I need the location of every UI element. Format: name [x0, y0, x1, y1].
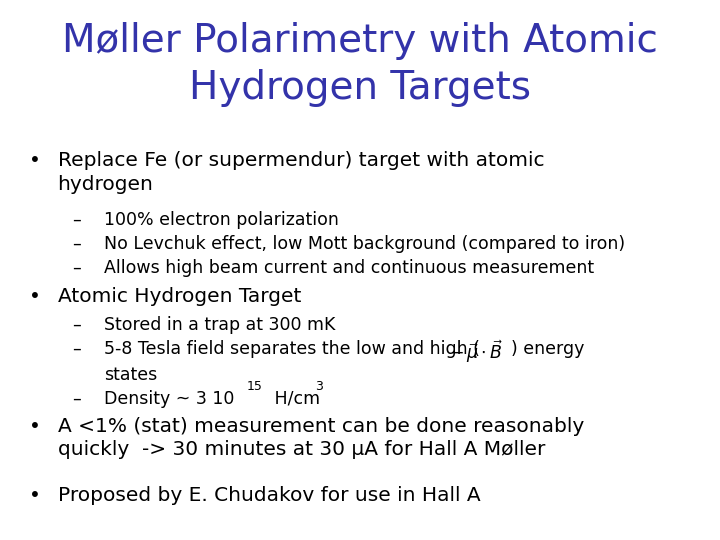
Text: Density ~ 3 10: Density ~ 3 10	[104, 390, 235, 408]
Text: Møller Polarimetry with Atomic
Hydrogen Targets: Møller Polarimetry with Atomic Hydrogen …	[62, 22, 658, 106]
Text: •: •	[29, 287, 40, 306]
Text: H/cm: H/cm	[269, 390, 320, 408]
Text: states: states	[104, 366, 158, 384]
Text: $-\,\vec{\mu}\cdot\vec{B}$: $-\,\vec{\mu}\cdot\vec{B}$	[449, 339, 503, 365]
Text: 15: 15	[246, 380, 262, 393]
Text: No Levchuk effect, low Mott background (compared to iron): No Levchuk effect, low Mott background (…	[104, 235, 626, 253]
Text: 100% electron polarization: 100% electron polarization	[104, 211, 339, 228]
Text: A <1% (stat) measurement can be done reasonably
quickly  -> 30 minutes at 30 μA : A <1% (stat) measurement can be done rea…	[58, 417, 584, 460]
Text: –: –	[72, 211, 81, 228]
Text: Replace Fe (or supermendur) target with atomic
hydrogen: Replace Fe (or supermendur) target with …	[58, 151, 544, 194]
Text: –: –	[72, 259, 81, 277]
Text: Allows high beam current and continuous measurement: Allows high beam current and continuous …	[104, 259, 595, 277]
Text: •: •	[29, 486, 40, 505]
Text: Stored in a trap at 300 mK: Stored in a trap at 300 mK	[104, 316, 336, 334]
Text: 5-8 Tesla field separates the low and high (: 5-8 Tesla field separates the low and hi…	[104, 340, 480, 358]
Text: Atomic Hydrogen Target: Atomic Hydrogen Target	[58, 287, 301, 306]
Text: •: •	[29, 151, 40, 170]
Text: •: •	[29, 417, 40, 436]
Text: 3: 3	[315, 380, 323, 393]
Text: –: –	[72, 235, 81, 253]
Text: ) energy: ) energy	[511, 340, 585, 358]
Text: –: –	[72, 390, 81, 408]
Text: –: –	[72, 316, 81, 334]
Text: Proposed by E. Chudakov for use in Hall A: Proposed by E. Chudakov for use in Hall …	[58, 486, 480, 505]
Text: –: –	[72, 340, 81, 358]
